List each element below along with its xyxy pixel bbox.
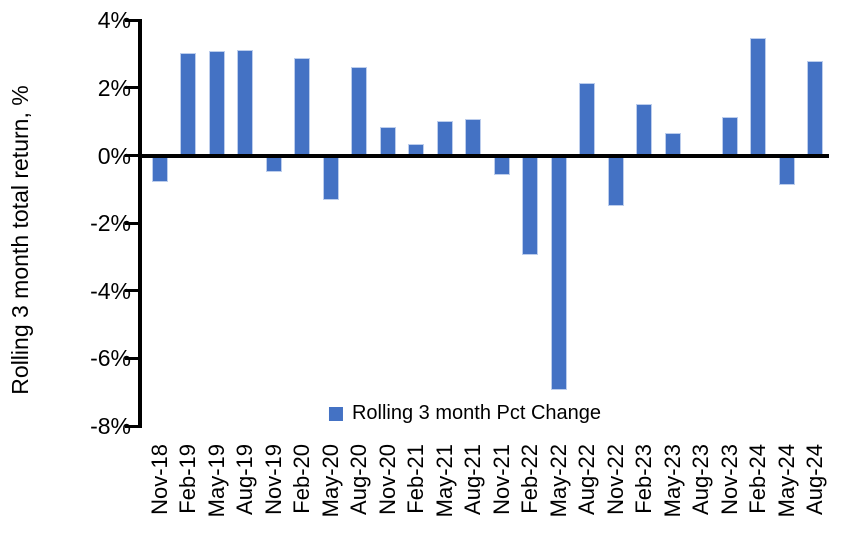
y-axis-title: Rolling 3 month total return, %	[7, 85, 33, 395]
x-tick-label: Nov-18	[146, 444, 172, 515]
y-tick-label: -2%	[90, 210, 131, 237]
x-tick-label: Aug-19	[232, 444, 257, 515]
x-tick-label: May-23	[659, 444, 685, 518]
x-tick-label: Aug-23	[688, 444, 713, 515]
bar-Nov-21	[493, 154, 510, 176]
y-tick-label: 2%	[97, 74, 131, 101]
y-axis-tick	[125, 18, 142, 22]
x-tick-label: May-24	[773, 444, 799, 518]
bar-Nov-22	[607, 154, 624, 206]
bar-Aug-24	[807, 61, 823, 157]
bar-Nov-20	[379, 127, 396, 157]
y-axis-tick	[125, 221, 142, 225]
x-tick-label: Aug-21	[460, 444, 485, 515]
x-tick-label: Aug-22	[574, 444, 599, 515]
x-tick-label: Aug-24	[802, 444, 827, 515]
bar-Aug-20	[351, 66, 367, 157]
y-axis-tick	[125, 356, 142, 360]
bar-Nov-18	[151, 154, 168, 182]
x-tick-label: Feb-19	[175, 444, 200, 514]
bar-May-21	[436, 120, 453, 157]
bar-Nov-23	[721, 117, 738, 157]
x-tick-label: Nov-19	[260, 444, 286, 515]
bar-Feb-19	[180, 52, 196, 157]
x-tick-label: May-19	[203, 444, 229, 518]
x-tick-label: Nov-23	[716, 444, 742, 515]
bar-Nov-19	[265, 154, 282, 172]
bar-Aug-19	[237, 49, 253, 157]
bar-Feb-22	[522, 154, 538, 255]
bar-May-22	[550, 154, 567, 390]
x-tick-label: Aug-20	[346, 444, 371, 515]
bar-May-20	[322, 154, 339, 201]
y-axis-tick	[125, 154, 142, 157]
legend: Rolling 3 month Pct Change	[328, 402, 602, 425]
x-tick-label: Feb-22	[517, 444, 542, 514]
bar-May-19	[208, 51, 225, 157]
x-tick-label: Nov-20	[374, 444, 400, 515]
bar-Aug-21	[465, 118, 481, 157]
y-axis-tick	[125, 424, 142, 428]
bar-Feb-21	[408, 144, 424, 157]
bar-May-24	[778, 154, 795, 186]
x-tick-label: May-22	[545, 444, 571, 518]
x-tick-label: Nov-22	[602, 444, 628, 515]
y-tick-label: -6%	[90, 345, 131, 372]
bar-Feb-20	[294, 58, 310, 157]
x-tick-label: Feb-23	[631, 444, 656, 514]
y-tick-label: -4%	[90, 277, 131, 304]
y-tick-label: 0%	[97, 142, 131, 169]
bar-Aug-22	[579, 83, 595, 157]
legend-label: Rolling 3 month Pct Change	[351, 402, 602, 424]
bar-May-23	[664, 132, 681, 157]
x-tick-label: Feb-21	[403, 444, 428, 514]
zero-baseline	[138, 153, 829, 158]
bar-Feb-24	[750, 37, 766, 157]
bar-Feb-23	[636, 103, 652, 157]
x-tick-label: Feb-24	[745, 444, 770, 514]
y-tick-label: 4%	[97, 7, 131, 34]
legend-swatch-icon	[328, 406, 343, 421]
x-tick-label: Feb-20	[289, 444, 314, 514]
y-tick-label: -8%	[90, 413, 131, 440]
y-axis-tick	[125, 86, 142, 90]
x-tick-label: May-20	[317, 444, 343, 518]
y-axis-tick	[125, 289, 142, 293]
x-tick-label: May-21	[431, 444, 457, 518]
x-tick-label: Nov-21	[488, 444, 514, 515]
